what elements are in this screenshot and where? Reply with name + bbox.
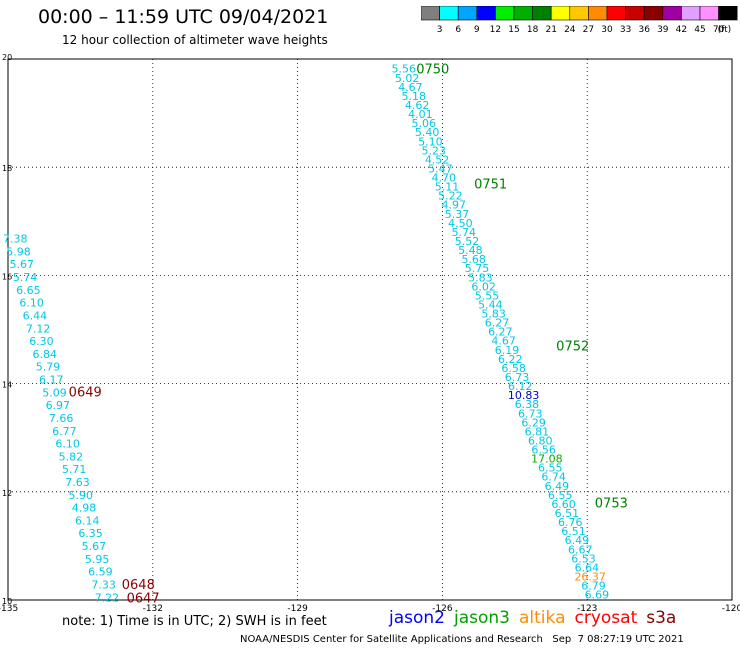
footer-source: NOAA/NESDIS Center for Satellite Applica… bbox=[240, 634, 543, 645]
swh-value-west: 5.98 bbox=[6, 245, 31, 258]
swh-value-west: 6.10 bbox=[19, 297, 44, 310]
swh-value-west: 6.35 bbox=[78, 527, 103, 540]
legend-item-cryosat: cryosat bbox=[575, 608, 638, 628]
swh-value-west: 7.12 bbox=[26, 322, 51, 335]
swh-value-west: 7.22 bbox=[95, 591, 120, 604]
y-tick-label: 16 bbox=[2, 272, 12, 281]
time-label-east: 0750 bbox=[416, 63, 449, 78]
swh-value-west: 6.77 bbox=[52, 425, 77, 438]
swh-value-west: 5.67 bbox=[10, 258, 35, 271]
swh-value-west: 7.38 bbox=[3, 233, 28, 246]
swh-value-west: 5.09 bbox=[42, 386, 67, 399]
swh-value-west: 5.79 bbox=[36, 361, 61, 374]
swh-value-west: 6.17 bbox=[39, 374, 64, 387]
swh-value-west: 6.59 bbox=[88, 566, 113, 579]
x-tick-label: -129 bbox=[287, 604, 308, 614]
swh-value-west: 5.90 bbox=[68, 489, 93, 502]
time-label-east: 0753 bbox=[595, 497, 628, 512]
y-tick-label: 12 bbox=[2, 489, 12, 498]
swh-value-west: 6.30 bbox=[29, 335, 54, 348]
time-label-west: 0649 bbox=[69, 386, 102, 401]
swh-value-west: 5.95 bbox=[85, 553, 110, 566]
swh-value-west: 6.44 bbox=[23, 309, 48, 322]
x-tick-label: -120 bbox=[722, 604, 740, 614]
legend-item-s3a: s3a bbox=[646, 608, 676, 628]
footer: NOAA/NESDIS Center for Satellite Applica… bbox=[240, 634, 684, 645]
swh-value-west: 6.84 bbox=[32, 348, 57, 361]
time-label-east: 0752 bbox=[556, 340, 589, 355]
swh-value-east: 6.69 bbox=[585, 589, 610, 602]
legend-item-altika: altika bbox=[519, 608, 566, 628]
satellite-legend: jason2 jason3 altika cryosat s3a bbox=[389, 608, 685, 628]
y-tick-label: 14 bbox=[2, 381, 12, 390]
plot-frame bbox=[8, 59, 732, 600]
swh-value-west: 5.74 bbox=[13, 271, 38, 284]
time-label-east: 0751 bbox=[474, 177, 507, 192]
altimeter-map: -135-132-129-126-123-1201012141618207.38… bbox=[0, 0, 740, 650]
units-note: note: 1) Time is in UTC; 2) SWH is in fe… bbox=[62, 614, 327, 629]
swh-value-west: 7.33 bbox=[91, 578, 116, 591]
footer-timestamp: Sep 7 08:27:19 UTC 2021 bbox=[552, 634, 683, 645]
swh-value-west: 5.67 bbox=[82, 540, 107, 553]
y-tick-label: 20 bbox=[2, 53, 12, 62]
y-tick-label: 10 bbox=[2, 597, 12, 606]
swh-value-west: 5.82 bbox=[59, 450, 84, 463]
swh-value-west: 7.66 bbox=[49, 412, 74, 425]
swh-value-west: 6.97 bbox=[46, 399, 71, 412]
time-label-west: 0647 bbox=[127, 591, 160, 606]
swh-value-west: 7.63 bbox=[65, 476, 90, 489]
swh-value-west: 6.14 bbox=[75, 514, 100, 527]
y-tick-label: 18 bbox=[2, 164, 12, 173]
swh-value-west: 5.71 bbox=[62, 463, 87, 476]
legend-item-jason3: jason3 bbox=[454, 608, 510, 628]
swh-value-west: 4.98 bbox=[72, 502, 97, 515]
legend-item-jason2: jason2 bbox=[389, 608, 445, 628]
swh-value-west: 6.10 bbox=[55, 438, 80, 451]
swh-value-west: 6.65 bbox=[16, 284, 41, 297]
